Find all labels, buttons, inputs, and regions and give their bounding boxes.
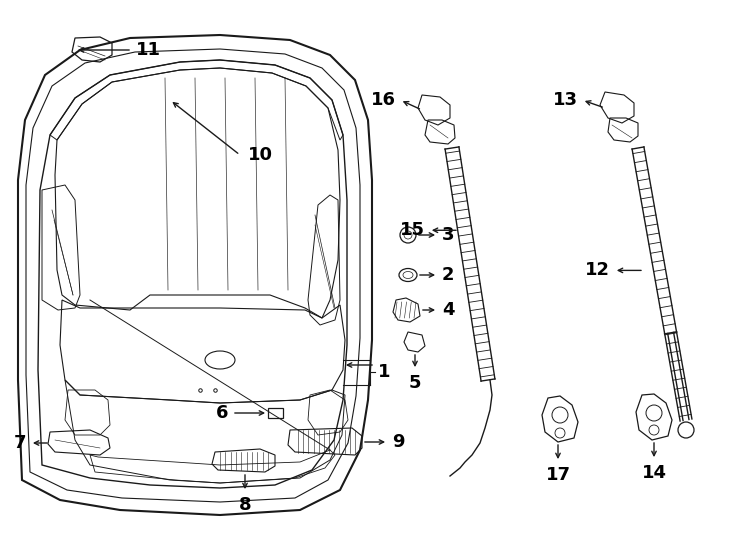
Text: 8: 8 [239, 496, 251, 514]
Text: 12: 12 [585, 261, 610, 279]
Text: 11: 11 [136, 41, 161, 59]
Text: 10: 10 [248, 146, 273, 164]
Text: 3: 3 [442, 226, 454, 244]
Text: 5: 5 [409, 374, 421, 392]
Text: 6: 6 [216, 404, 228, 422]
Text: 7: 7 [13, 434, 26, 452]
Text: 4: 4 [442, 301, 454, 319]
Text: 16: 16 [371, 91, 396, 109]
Text: 13: 13 [553, 91, 578, 109]
Text: 14: 14 [642, 464, 666, 482]
Text: 1: 1 [378, 363, 390, 381]
Text: 2: 2 [442, 266, 454, 284]
Text: 17: 17 [545, 466, 570, 484]
Text: 9: 9 [392, 433, 404, 451]
Text: 15: 15 [400, 221, 425, 239]
